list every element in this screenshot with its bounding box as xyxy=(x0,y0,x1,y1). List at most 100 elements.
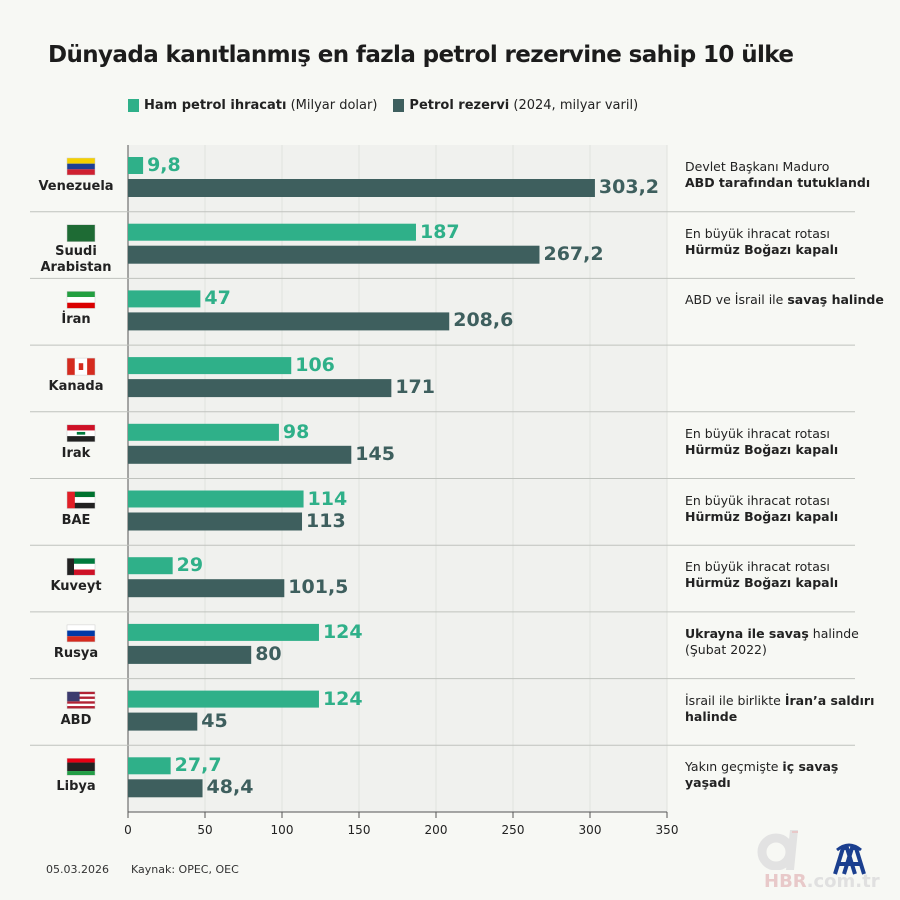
country-label: Irak xyxy=(61,445,91,461)
reserve-value-label: 45 xyxy=(201,709,228,732)
country-label: Kuveyt xyxy=(50,579,102,595)
reserve-value-label: 208,6 xyxy=(453,309,514,332)
annotation-text: Hürmüz Boğazı kapalı xyxy=(685,441,839,457)
iraq-flag xyxy=(76,431,86,435)
country-label: ABD xyxy=(60,712,92,728)
aa-logo xyxy=(833,843,866,875)
reserve-bar xyxy=(128,712,198,731)
x-tick-label: 50 xyxy=(197,823,213,837)
iraq-flag-border xyxy=(66,424,96,443)
kuwait-flag-border xyxy=(66,557,96,576)
venezuela-flag xyxy=(67,169,95,175)
annotation-text: ABD ve İsrail ile xyxy=(685,292,788,308)
usa-flag xyxy=(67,698,95,702)
legend-label-export: Ham petrol ihracatı xyxy=(144,98,287,113)
iraq-flag xyxy=(67,424,95,431)
annotation-text: savaş halinde xyxy=(787,292,884,308)
annotation-text: İran’a saldırı halinde xyxy=(685,692,875,724)
annotation-text: Hürmüz Boğazı kapalı xyxy=(685,575,839,591)
libya-flag xyxy=(67,762,95,772)
reserve-bar xyxy=(128,579,285,598)
reserve-value-label: 171 xyxy=(395,376,435,399)
saudi-arabia-flag xyxy=(67,224,95,242)
uae-flag xyxy=(67,491,75,509)
export-bar xyxy=(128,623,319,641)
reserve-value-label: 267,2 xyxy=(543,242,604,265)
country-label: İran xyxy=(61,312,91,328)
export-bar xyxy=(128,223,416,241)
annotation: En büyük ihracat rotası Hürmüz Boğazı kap… xyxy=(685,426,885,458)
annotation-text: En büyük ihracat rotası xyxy=(685,225,830,241)
saudi-arabia-flag-border xyxy=(66,224,96,242)
x-tick-label: 300 xyxy=(578,823,602,837)
russia-flag xyxy=(67,636,95,642)
x-tick-label: 0 xyxy=(124,823,132,837)
reserve-bar xyxy=(128,445,352,464)
legend-swatch-reserve xyxy=(393,99,405,112)
legend-swatch-export xyxy=(128,99,139,112)
annotation-text: En büyük ihracat rotası xyxy=(685,559,830,575)
annotation-text: Hürmüz Boğazı kapalı xyxy=(685,508,839,524)
reserve-value-label: 145 xyxy=(355,442,395,465)
annotation-text: İsrail ile birlikte xyxy=(685,692,785,708)
country-label: Kanada xyxy=(48,379,104,395)
page-title: Dünyada kanıtlanmış en fazla petrol reze… xyxy=(48,42,794,68)
kuwait-flag xyxy=(67,558,95,564)
export-value-label: 124 xyxy=(322,687,363,710)
annotation: Ukrayna ile savaş halinde (Şubat 2022) xyxy=(685,626,885,658)
x-tick-label: 150 xyxy=(347,823,371,837)
export-value-label: 114 xyxy=(307,487,348,510)
ahaber-logo xyxy=(757,830,798,870)
reserve-value-label: 101,5 xyxy=(288,576,349,599)
legend-unit-reserve: (2024, milyar varil) xyxy=(509,98,639,113)
export-bar xyxy=(128,557,173,575)
libya-flag xyxy=(67,771,95,776)
usa-flag xyxy=(67,703,95,707)
reserve-value-label: 48,4 xyxy=(206,776,254,799)
export-bar xyxy=(128,290,201,308)
annotation: En büyük ihracat rotası Hürmüz Boğazı kap… xyxy=(685,559,885,591)
uae-flag xyxy=(67,502,95,509)
legend: Ham petrol ihracatı (Milyar dolar) Petro… xyxy=(128,98,638,113)
x-tick-label: 250 xyxy=(501,823,525,837)
country-label: BAE xyxy=(61,512,91,528)
annotation-text: En büyük ihracat rotası xyxy=(685,492,830,508)
country-label: Libya xyxy=(56,779,96,795)
legend-label-reserve: Petrol rezervi xyxy=(409,98,510,113)
reserve-bar xyxy=(128,312,450,331)
annotation: İsrail ile birlikte İran’a saldırı halin… xyxy=(685,693,885,725)
annotation-text: Devlet Başkanı Maduro xyxy=(685,159,830,174)
reserve-bar xyxy=(128,179,595,197)
export-value-label: 106 xyxy=(295,354,335,377)
annotation: Devlet Başkanı Maduro ABD tarafından tutu… xyxy=(685,159,885,191)
x-tick-label: 350 xyxy=(655,823,679,837)
source: Kaynak: OPEC, OEC xyxy=(131,863,239,876)
x-tick-label: 200 xyxy=(424,823,448,837)
iran-flag xyxy=(67,291,95,298)
export-value-label: 29 xyxy=(176,554,204,577)
russia-flag xyxy=(67,624,95,631)
usa-flag xyxy=(67,694,95,697)
ahaber-logo-domain: HBR .com.tr xyxy=(764,871,880,892)
annotation-text: Yakın geçmişte xyxy=(685,759,783,775)
export-bar xyxy=(128,757,171,775)
legend-item-reserve: Petrol rezervi (2024, milyar varil) xyxy=(393,98,638,113)
annotation: En büyük ihracat rotası Hürmüz Boğazı kap… xyxy=(685,493,885,525)
libya-flag xyxy=(67,758,95,763)
iran-flag xyxy=(67,302,95,309)
canada-flag xyxy=(78,363,84,370)
export-value-label: 124 xyxy=(322,620,363,643)
kuwait-flag xyxy=(67,569,95,576)
export-value-label: 27,7 xyxy=(174,754,222,777)
export-bar xyxy=(128,490,304,508)
venezuela-flag xyxy=(67,158,95,164)
canada-flag-border xyxy=(66,357,96,376)
export-value-label: 98 xyxy=(282,420,310,443)
date: 05.03.2026 xyxy=(46,863,109,876)
kuwait-flag xyxy=(67,563,95,570)
export-bar xyxy=(128,690,319,708)
reserve-bar xyxy=(128,379,392,398)
uae-flag-border xyxy=(66,491,96,509)
iran-flag-border xyxy=(66,291,96,309)
